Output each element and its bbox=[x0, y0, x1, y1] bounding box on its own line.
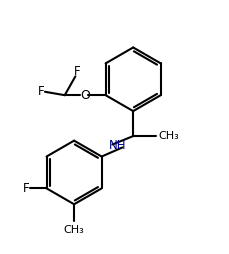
Text: NH: NH bbox=[108, 139, 126, 152]
Text: O: O bbox=[80, 89, 90, 102]
Text: F: F bbox=[37, 85, 44, 98]
Text: F: F bbox=[23, 182, 29, 195]
Text: CH₃: CH₃ bbox=[158, 131, 179, 141]
Text: CH₃: CH₃ bbox=[63, 225, 84, 235]
Text: F: F bbox=[74, 65, 80, 78]
